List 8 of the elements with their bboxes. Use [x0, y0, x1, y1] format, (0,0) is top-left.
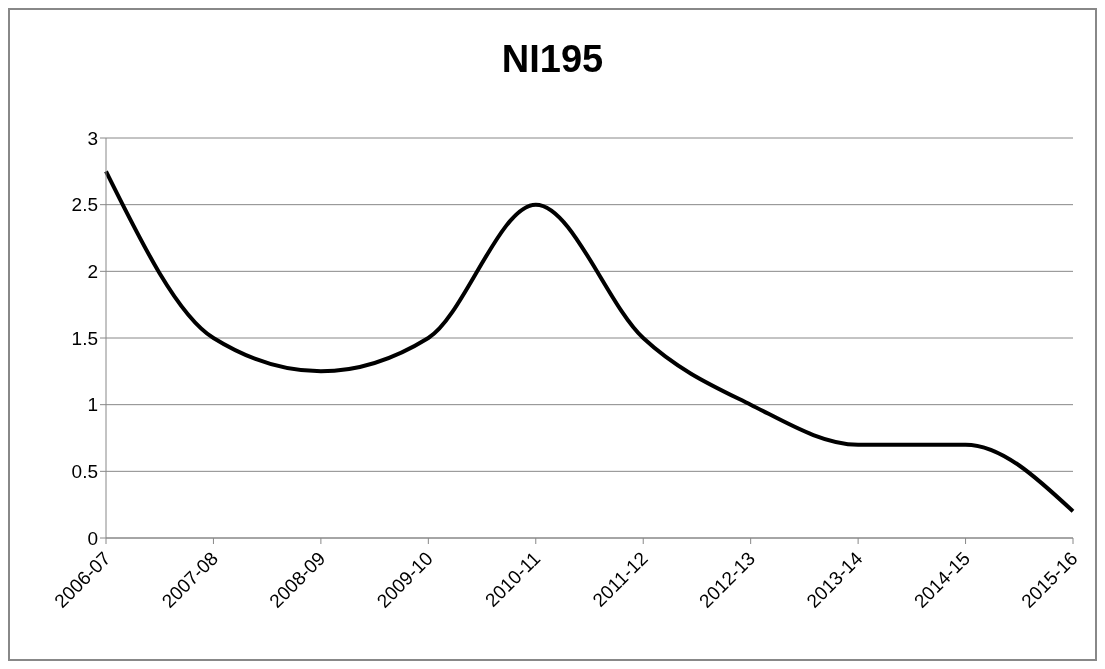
y-tick-label: 1.5	[71, 327, 98, 349]
y-tick-label: 2	[87, 261, 98, 283]
y-tick-label: 1	[87, 394, 98, 416]
y-tick-label: 0	[87, 527, 98, 549]
y-tick-label: 3	[87, 127, 98, 149]
y-tick-label: 2.5	[71, 194, 98, 216]
y-tick-label: 0.5	[71, 461, 98, 483]
chart-title: NI195	[500, 38, 605, 81]
